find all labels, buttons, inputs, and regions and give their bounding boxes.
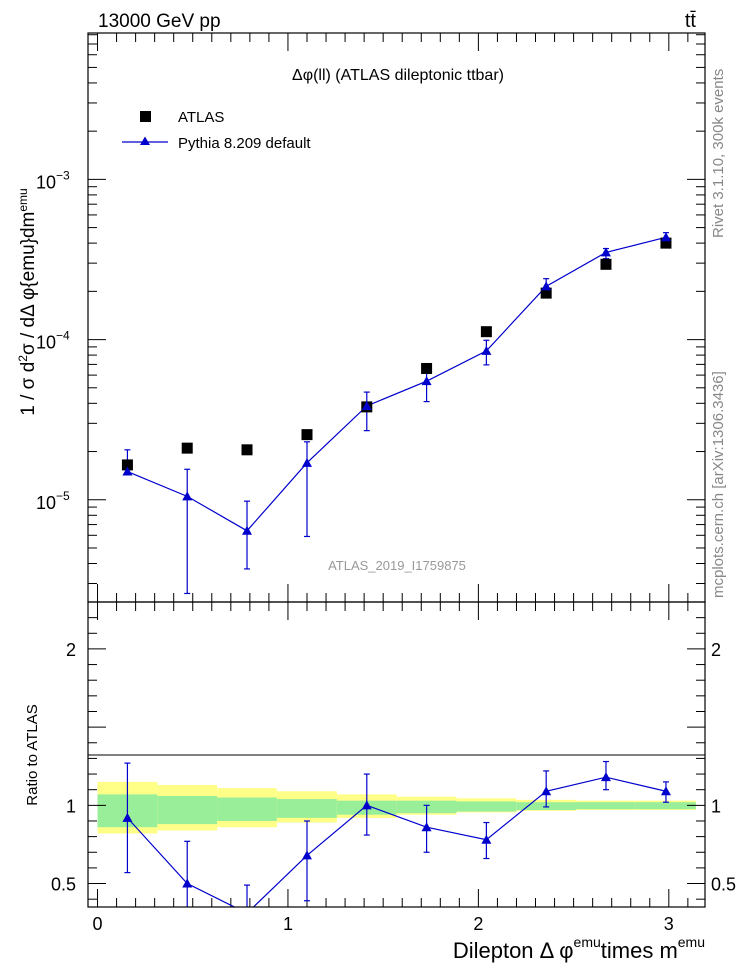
- mc-data-point: [242, 525, 253, 535]
- ratio-data-point: [361, 800, 372, 810]
- atlas-data-point: [181, 442, 193, 454]
- ratio-data-point: [301, 850, 312, 860]
- ratio-panel: 0.5 0.5 1 1 2 2 0 1 2 3 Ratio to ATLAS Dilepton Δ…: [24, 601, 736, 963]
- main-y-tick-label: 10−3: [36, 168, 70, 192]
- ratio-y-tick-label-left: 2: [66, 640, 76, 660]
- mc-data-point: [361, 400, 372, 410]
- legend-atlas-marker: [140, 111, 151, 122]
- main-ticks: [88, 33, 705, 602]
- ratio-line: [126, 776, 667, 907]
- legend: ATLAS Pythia 8.209 default: [122, 109, 311, 152]
- process-label: tt̄: [685, 10, 697, 32]
- mc-data-point: [122, 466, 133, 476]
- main-data: [121, 232, 672, 595]
- mc-data-point: [182, 491, 193, 501]
- analysis-label: ATLAS_2019_I1759875: [328, 558, 466, 573]
- atlas-data-point: [480, 326, 492, 338]
- x-tick-label: 3: [664, 914, 674, 934]
- ratio-data: [122, 760, 671, 907]
- mc-data-point: [600, 247, 611, 257]
- atlas-data-point: [600, 258, 612, 270]
- ratio-data-point: [481, 834, 492, 844]
- ratio-y-tick-label-left: 0.5: [51, 875, 76, 895]
- ratio-band-inner: [276, 799, 337, 818]
- ratio-frame: [87, 601, 706, 908]
- ratio-data-point: [541, 786, 552, 796]
- legend-pythia-marker: [140, 136, 150, 145]
- ratio-data-point: [122, 812, 133, 822]
- mc-data-point: [481, 345, 492, 355]
- ratio-band-inner: [635, 802, 696, 810]
- ratio-band-inner: [157, 795, 218, 825]
- legend-pythia-label: Pythia 8.209 default: [178, 135, 311, 152]
- mcplots-label: mcplots.cern.ch [arXiv:1306.3436]: [710, 371, 727, 598]
- mc-data-point: [660, 232, 671, 242]
- legend-atlas-label: ATLAS: [178, 109, 224, 126]
- ratio-data-point: [421, 822, 432, 832]
- ratio-y-axis-label: Ratio to ATLAS: [24, 704, 41, 805]
- main-panel: 10−5 10−4 10−3 Δφ(ll) (ATLAS dileptonic tt…: [16, 32, 706, 603]
- ratio-y-tick-label-right: 1: [711, 796, 721, 816]
- ratio-data-point: [182, 878, 193, 888]
- mc-data-point: [421, 376, 432, 386]
- atlas-data-point: [421, 362, 433, 374]
- x-tick-label: 0: [93, 914, 103, 934]
- atlas-data-point: [660, 237, 672, 249]
- x-tick-label: 2: [473, 914, 483, 934]
- main-y-tick-label: 10−5: [36, 489, 70, 513]
- ratio-data-point: [600, 772, 611, 782]
- ratio-clipped: [122, 760, 671, 907]
- x-axis-label: Dilepton Δ φemutimes memu: [453, 934, 705, 963]
- main-y-tick-labels: 10−5 10−4 10−3: [36, 168, 70, 512]
- atlas-data-point: [540, 287, 552, 299]
- main-y-axis-label: 1 / σ d2σ / dΔ φ{emu}dmemu: [16, 188, 39, 415]
- ratio-data-point: [660, 786, 671, 796]
- mc-data-point: [301, 457, 312, 467]
- ratio-band-inner: [576, 802, 636, 810]
- rivet-label: Rivet 3.1.10, 300k events: [710, 69, 727, 238]
- x-tick-label: 1: [283, 914, 293, 934]
- ratio-band-inner: [217, 797, 277, 821]
- atlas-data-point: [241, 444, 253, 456]
- mc-line: [127, 236, 667, 532]
- ratio-y-tick-label-right: 2: [711, 640, 721, 660]
- ratio-band-inner: [456, 801, 517, 812]
- ratio-y-tick-label-right: 0.5: [711, 875, 736, 895]
- atlas-data-point: [301, 429, 313, 441]
- main-title: Δφ(ll) (ATLAS dileptonic ttbar): [292, 67, 504, 84]
- mc-data-point: [541, 281, 552, 291]
- ratio-y-tick-label-left: 1: [66, 796, 76, 816]
- energy-label: 13000 GeV pp: [98, 11, 221, 32]
- main-y-tick-label: 10−4: [36, 329, 70, 353]
- ratio-ticks: 0.5 0.5 1 1 2 2 0 1 2 3: [51, 602, 736, 934]
- atlas-data-point: [121, 459, 133, 471]
